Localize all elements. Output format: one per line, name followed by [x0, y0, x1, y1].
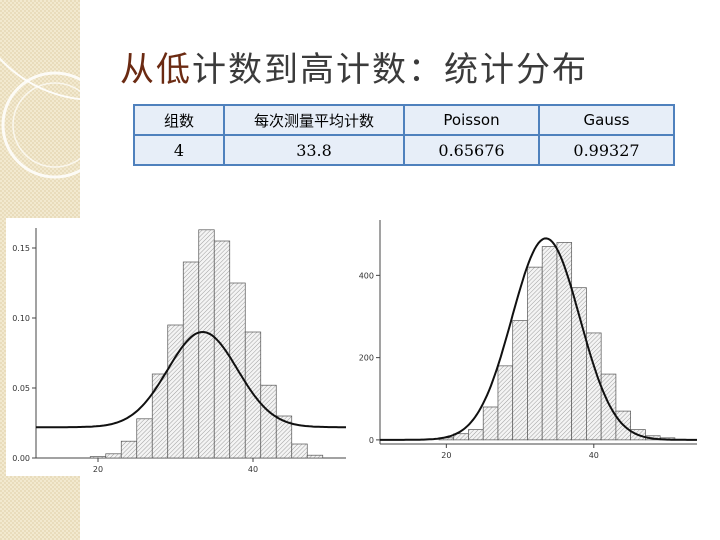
histogram-bar — [527, 266, 543, 441]
histogram-bar — [541, 246, 558, 441]
histogram-bar — [482, 406, 499, 441]
x-tick-label: 40 — [248, 465, 258, 474]
y-tick-label: 0.15 — [12, 244, 30, 253]
x-tick-label: 20 — [441, 451, 451, 460]
table-header-row: 组数 每次测量平均计数 Poisson Gauss — [133, 104, 675, 136]
table-cell: 0.65676 — [403, 134, 540, 166]
histogram-bar — [213, 240, 231, 459]
histogram-bar — [600, 373, 617, 441]
histogram-bar — [275, 415, 293, 459]
table-header-cell: 组数 — [133, 104, 225, 136]
histogram-bar — [120, 440, 138, 459]
histogram-bar — [198, 229, 215, 459]
histogram-bar — [136, 418, 153, 459]
histogram-bar — [571, 287, 587, 441]
histogram-bar — [512, 320, 528, 441]
slide-title: 从低计数到高计数：统计分布 — [120, 42, 588, 91]
table-header-cell: Poisson — [403, 104, 540, 136]
table-header-cell: 每次测量平均计数 — [223, 104, 405, 136]
histogram-bar — [151, 373, 169, 459]
histogram-bar — [260, 384, 277, 459]
histogram-bar — [556, 242, 573, 441]
y-tick-label: 0.10 — [12, 314, 30, 323]
gaussian-fit-line — [36, 330, 346, 429]
count-histogram-chart: 0 200 400 20 40 — [352, 212, 704, 478]
y-tick-label: 400 — [359, 271, 374, 280]
x-tick-label: 40 — [589, 451, 599, 460]
table-row: 4 33.8 0.65676 0.99327 — [133, 134, 675, 166]
table-header-cell: Gauss — [538, 104, 675, 136]
decorative-circles — [0, 0, 223, 179]
histogram-bar — [167, 324, 184, 459]
y-tick-label: 0.00 — [12, 454, 30, 463]
table-cell: 4 — [133, 134, 225, 166]
x-tick-label: 20 — [93, 465, 103, 474]
y-tick-label: 0 — [369, 436, 374, 445]
y-tick-label: 0.05 — [12, 384, 30, 393]
probability-histogram-chart: 0.00 0.05 0.10 0.15 20 40 — [6, 218, 354, 476]
histogram-bar — [468, 429, 484, 441]
results-table: 组数 每次测量平均计数 Poisson Gauss 4 33.8 0.65676… — [133, 104, 675, 166]
table-cell: 33.8 — [223, 134, 405, 166]
slide-title-rest: 计数到高计数：统计分布 — [192, 50, 588, 90]
table-cell: 0.99327 — [538, 134, 675, 166]
y-tick-label: 200 — [359, 354, 374, 363]
histogram-bar — [291, 443, 308, 459]
histogram-bar — [497, 365, 514, 441]
gaussian-fit-line — [380, 237, 697, 441]
histogram-bar — [105, 453, 122, 459]
histogram-bar — [182, 261, 200, 459]
histogram-bar — [89, 456, 107, 459]
slide-title-emphasis: 从低 — [120, 50, 192, 90]
histogram-bar — [306, 454, 324, 459]
